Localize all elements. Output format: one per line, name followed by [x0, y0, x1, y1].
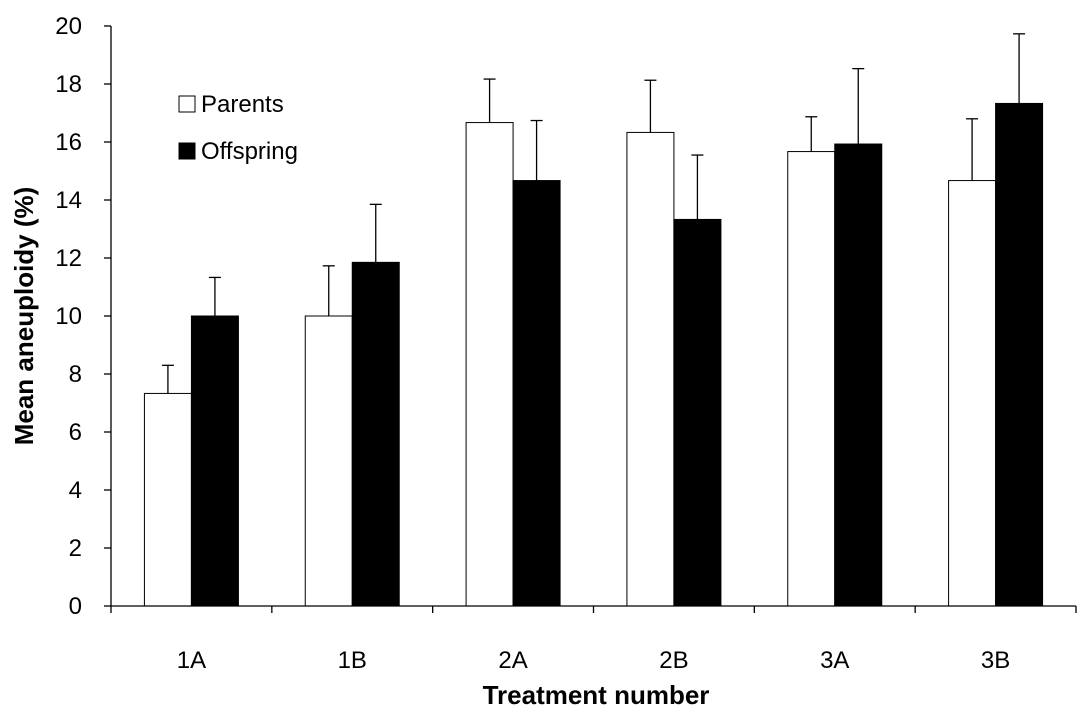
- bar-parents-2A: [465, 122, 514, 607]
- y-tick-label-20: 20: [55, 13, 82, 40]
- y-axis-title: Mean aneuploidy (%): [9, 187, 39, 446]
- y-tick-label-8: 8: [69, 361, 82, 388]
- bars-layer: [143, 33, 1044, 607]
- x-tick-label-1A: 1A: [177, 647, 206, 674]
- y-tick-label-6: 6: [69, 419, 82, 446]
- bar-parents-1B: [304, 315, 353, 607]
- ticks-layer: 0 2 4 6 8 10 12 14 16 18 20 1A 1B 2A 2B 3A 3B: [55, 13, 1077, 674]
- x-axis-title: Treatment number: [483, 680, 710, 708]
- y-tick-label-16: 16: [55, 129, 82, 156]
- y-tick-label-18: 18: [55, 71, 82, 98]
- y-tick-label-10: 10: [55, 303, 82, 330]
- bar-parents-1A: [143, 392, 192, 607]
- y-tick-label-0: 0: [69, 593, 82, 620]
- bar-offspring-2B: [673, 218, 722, 607]
- y-tick-label-4: 4: [69, 477, 82, 504]
- legend-swatch-parents: [178, 95, 196, 113]
- x-tick-label-2A: 2A: [498, 647, 527, 674]
- legend-label-parents: Parents: [201, 91, 284, 118]
- y-tick-label-14: 14: [55, 187, 82, 214]
- bar-offspring-3B: [995, 102, 1044, 607]
- bar-offspring-1A: [190, 315, 239, 607]
- x-tick-label-3A: 3A: [820, 647, 849, 674]
- legend: Parents Offspring: [178, 91, 298, 165]
- legend-swatch-offspring: [178, 142, 196, 160]
- x-tick-label-3B: 3B: [981, 647, 1010, 674]
- x-tick-label-2B: 2B: [659, 647, 688, 674]
- bar-offspring-3A: [834, 143, 883, 607]
- x-tick-label-1B: 1B: [338, 647, 367, 674]
- bar-offspring-1B: [351, 261, 400, 607]
- bar-parents-3B: [948, 180, 997, 607]
- bar-parents-3A: [787, 151, 836, 607]
- y-tick-label-12: 12: [55, 245, 82, 272]
- legend-label-offspring: Offspring: [201, 138, 298, 165]
- y-tick-label-2: 2: [69, 535, 82, 562]
- bar-offspring-2A: [512, 180, 561, 607]
- bar-parents-2B: [626, 131, 675, 607]
